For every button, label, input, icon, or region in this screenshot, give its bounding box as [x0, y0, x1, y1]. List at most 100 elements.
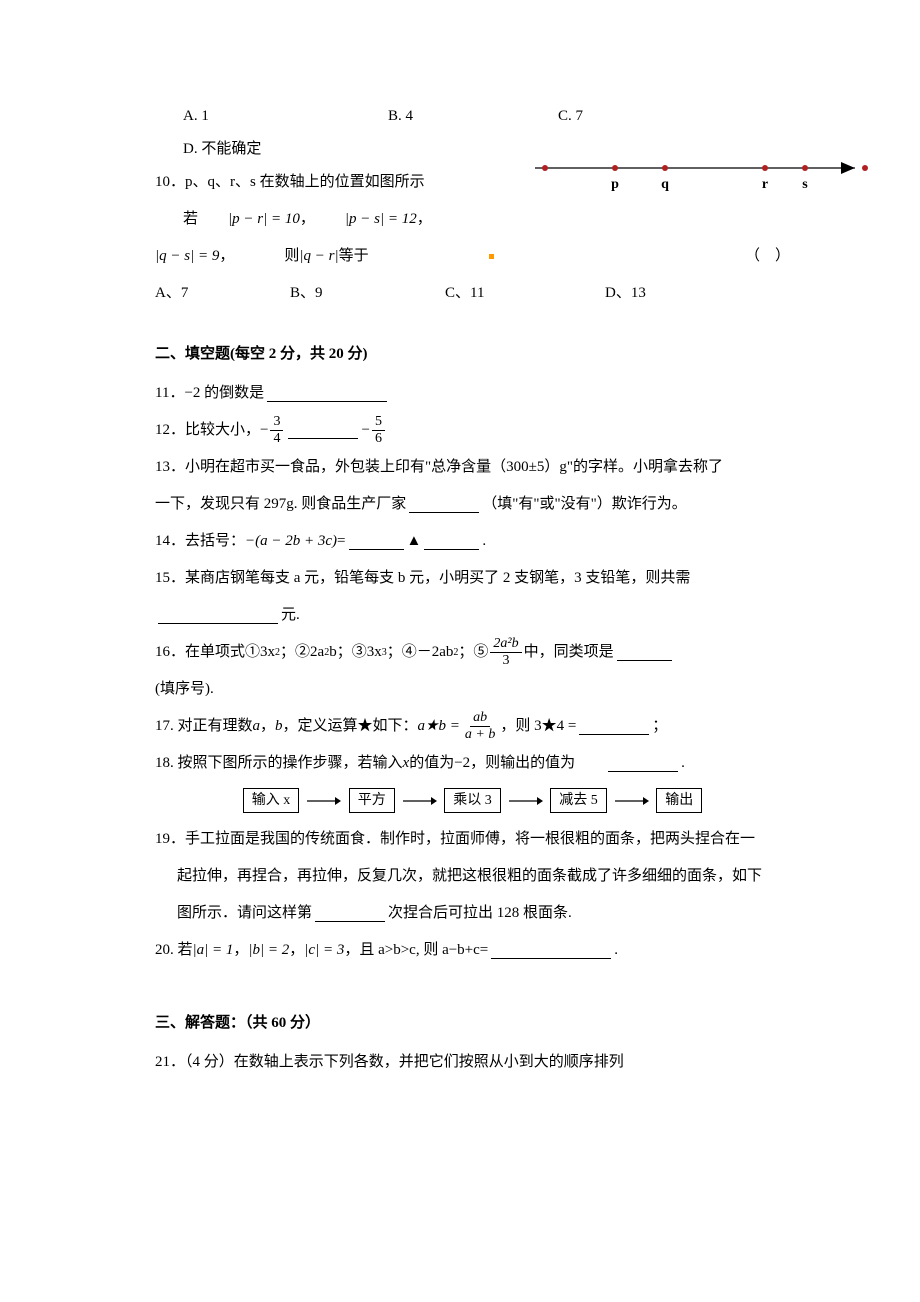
- q17-tail: ；: [652, 710, 667, 743]
- q18-pre: 18. 按照下图所示的操作步骤，若输入: [155, 747, 403, 780]
- q15-line1: 15．某商店钢笔每支 a 元，铅笔每支 b 元，小明买了 2 支钢笔，3 支铅笔…: [155, 562, 790, 595]
- q16-blank: [617, 645, 672, 661]
- q10-eq4: |q − r|: [299, 240, 338, 273]
- q17-pre: 17. 对正有理数: [155, 710, 253, 743]
- q14-blank-r: [424, 534, 479, 550]
- q10-eq-line2: |q − s| = 9 ， 则 |q − r| 等于 （ ）: [155, 240, 790, 273]
- q19-line1: 19．手工拉面是我国的传统面食．制作时，拉面师傅，将一根很粗的面条，把两头捏合在…: [155, 823, 790, 856]
- q12-pre: 12．比较大小，: [155, 414, 260, 447]
- q10-options: A、7 B、9 C、11 D、13: [155, 277, 790, 310]
- q13-l2-pre: 一下，发现只有 297g. 则食品生产厂家: [155, 488, 406, 521]
- q14-eq: =: [337, 525, 345, 558]
- q10-sep1: ，: [300, 203, 315, 236]
- q17-frac-den: a + b: [462, 727, 498, 742]
- q13-line2: 一下，发现只有 297g. 则食品生产厂家 （填"有"或"没有"）欺诈行为。: [155, 488, 790, 521]
- q10-sep2: ，: [417, 203, 432, 236]
- arrow-icon: [615, 795, 649, 807]
- q12-rhs-den: 6: [372, 431, 385, 446]
- q14-blank-l: [349, 534, 404, 550]
- flow-b5: 输出: [656, 788, 702, 814]
- q18-stem: 18. 按照下图所示的操作步骤，若输入 x 的值为−2，则输出的值为 .: [155, 747, 790, 780]
- q11: 11．−2 的倒数是: [155, 377, 790, 410]
- q19-line3: 图所示．请问这样第 次捏合后可拉出 128 根面条.: [155, 897, 790, 930]
- q10-if: 若: [183, 203, 198, 236]
- flow-b1: 输入 x: [243, 788, 300, 814]
- q20-c1: ，: [233, 934, 248, 967]
- q16-p2: ；②2a: [280, 636, 324, 669]
- section3-title: 三、解答题：（共 60 分）: [155, 1007, 790, 1040]
- numberline-diagram: p q r s: [535, 158, 870, 198]
- nl-q: q: [661, 177, 669, 192]
- q17-mid3: ，则 3★4 =: [500, 710, 576, 743]
- q14-tail: .: [482, 525, 486, 558]
- q16-frac-den: 3: [499, 653, 512, 668]
- q19-l3-post: 次捏合后可拉出 128 根面条.: [388, 897, 572, 930]
- flow-b4: 减去 5: [550, 788, 607, 814]
- q18-mid: 的值为−2，则输出的值为: [409, 747, 575, 780]
- q10-sep3: ，: [219, 240, 234, 273]
- q12-lhs-num: 3: [270, 415, 283, 431]
- q18-post: .: [681, 747, 685, 780]
- q15-unit: 元.: [281, 599, 300, 632]
- q18-x: x: [403, 747, 410, 780]
- q17-c1: ，: [260, 710, 275, 743]
- q12-lhs-den: 4: [270, 431, 283, 446]
- nl-r: r: [762, 177, 768, 192]
- q12-blank: [288, 423, 358, 439]
- q10-paren: （ ）: [745, 240, 790, 273]
- nl-s: s: [802, 177, 808, 192]
- q18-blank: [608, 756, 678, 772]
- q10-opt-a: A、7: [155, 277, 250, 310]
- q17-blank: [579, 719, 649, 735]
- q9-opt-d: D. 不能确定: [183, 133, 261, 166]
- q14: 14．去括号： −(a − 2b + 3c) = ▲ .: [155, 525, 790, 558]
- q20-c2: ，: [289, 934, 304, 967]
- q10-eq1: |p − r| = 10: [228, 203, 300, 236]
- q13-line1: 13．小明在超市买一食品，外包装上印有"总净含量（300±5）g"的字样。小明拿…: [155, 451, 790, 484]
- flow-b3: 乘以 3: [444, 788, 501, 814]
- q17-def: a★b =: [418, 710, 460, 743]
- nl-p: p: [611, 177, 619, 192]
- q12-rhs-frac: 5 6: [372, 415, 385, 446]
- q18-flow: 输入 x 平方 乘以 3 减去 5 输出: [155, 784, 790, 817]
- q15-line2: 元.: [155, 599, 790, 632]
- q12-rhs-num: 5: [372, 415, 385, 431]
- decorative-dot: [489, 254, 494, 259]
- q16-p2b: b；③3x: [329, 636, 382, 669]
- flow-b1-text: 输入 x: [252, 793, 291, 808]
- arrow-icon: [403, 795, 437, 807]
- q19-blank: [315, 906, 385, 922]
- q12: 12．比较大小， − 3 4 − 5 6: [155, 414, 790, 447]
- q16-frac: 2a²b 3: [490, 637, 521, 668]
- q10-opt-c: C、11: [445, 277, 565, 310]
- q20-e3: |c| = 3: [304, 934, 344, 967]
- arrow-icon: [509, 795, 543, 807]
- q15-blank: [158, 608, 278, 624]
- flow-b2: 平方: [349, 788, 395, 814]
- q10-then-pre: 则: [284, 240, 299, 273]
- q12-lhs-sign: −: [260, 414, 268, 447]
- q20-tail: .: [614, 934, 618, 967]
- q20-e1: |a| = 1: [193, 934, 234, 967]
- q10-eq-line1: 若 |p − r| = 10 ， |p − s| = 12 ，: [155, 203, 790, 236]
- q19-l3-pre: 图所示．请问这样第: [177, 897, 312, 930]
- q14-pre: 14．去括号：: [155, 525, 245, 558]
- q13-blank: [409, 497, 479, 513]
- q9-opt-a: A. 1: [183, 100, 348, 133]
- q10-then-post: 等于: [339, 240, 369, 273]
- q17-frac-num: ab: [470, 711, 490, 727]
- q16-p5: ；⑤: [458, 636, 488, 669]
- q20-c3: ，且 a>b>c, 则 a−b+c=: [344, 934, 488, 967]
- q12-lhs-frac: 3 4: [270, 415, 283, 446]
- q17-a: a: [253, 710, 261, 743]
- q17-mid2: ，定义运算★如下：: [283, 710, 418, 743]
- q10-opt-d: D、13: [605, 277, 646, 310]
- arrow-icon: [307, 795, 341, 807]
- q11-blank: [267, 386, 387, 402]
- q10-opt-b: B、9: [290, 277, 405, 310]
- q16-pre: 16．在单项式①3x: [155, 636, 275, 669]
- q19-line2: 起拉伸，再捏合，再拉伸，反复几次，就把这根很粗的面条截成了许多细细的面条，如下: [155, 860, 790, 893]
- q16-frac-num: 2a²b: [490, 637, 521, 653]
- q16-mid: 中，同类项是: [524, 636, 614, 669]
- q20: 20. 若 |a| = 1 ， |b| = 2 ， |c| = 3 ，且 a>b…: [155, 934, 790, 967]
